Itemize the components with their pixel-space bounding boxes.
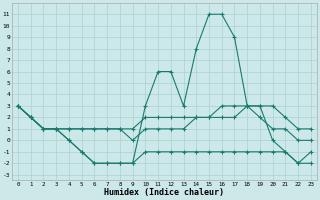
X-axis label: Humidex (Indice chaleur): Humidex (Indice chaleur) <box>104 188 224 197</box>
